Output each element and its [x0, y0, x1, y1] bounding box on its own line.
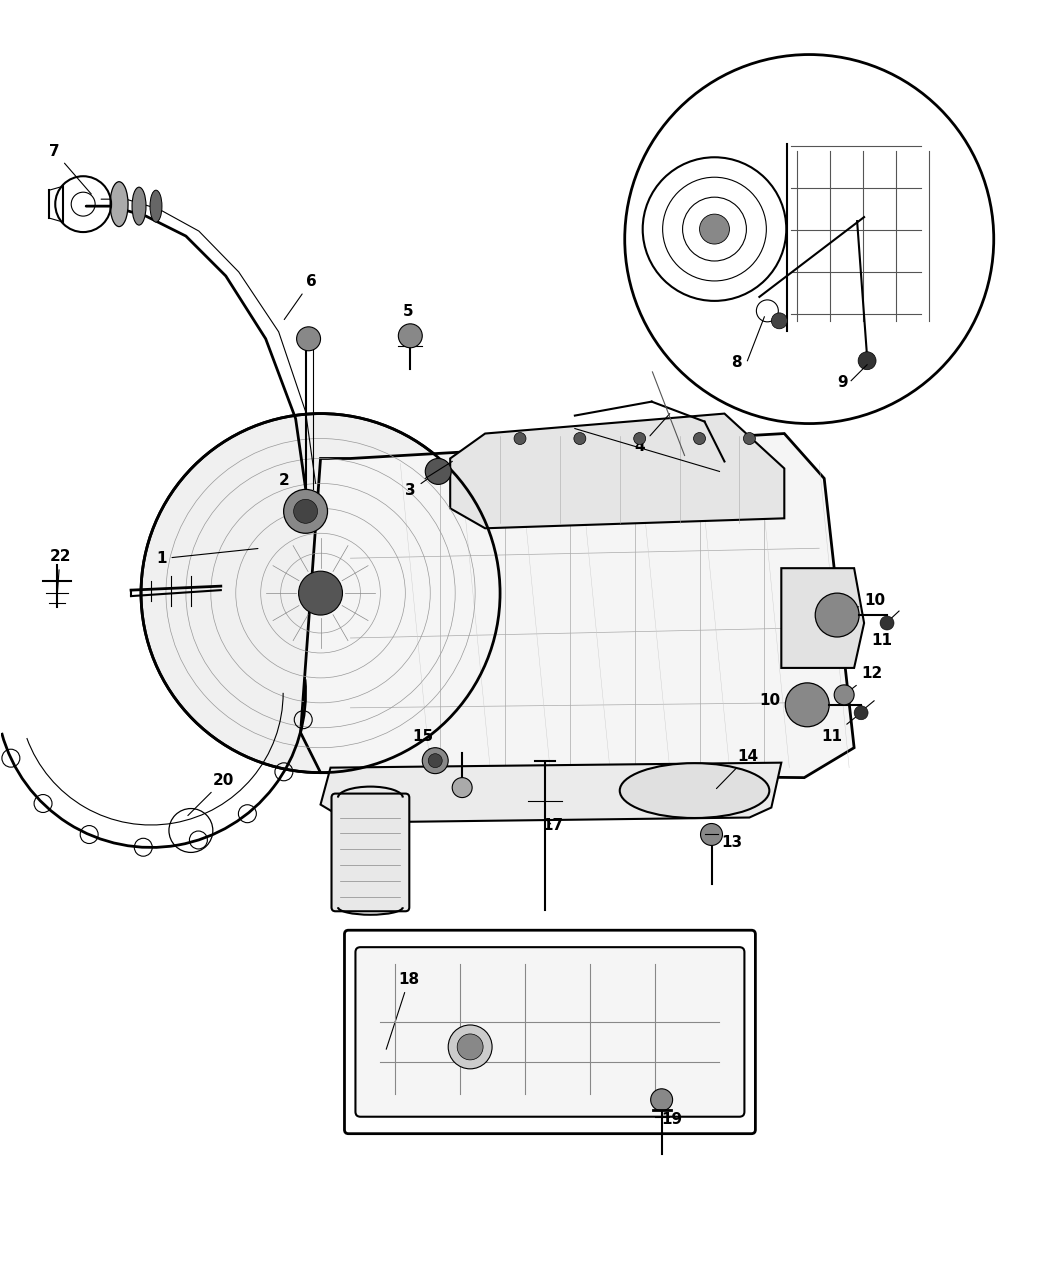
Circle shape: [299, 572, 343, 615]
Circle shape: [634, 433, 646, 444]
Text: 10: 10: [839, 593, 886, 614]
Circle shape: [854, 705, 868, 719]
Circle shape: [785, 682, 829, 727]
Text: 18: 18: [387, 973, 419, 1049]
Text: 19: 19: [661, 1106, 682, 1127]
Circle shape: [815, 593, 859, 636]
Circle shape: [141, 414, 500, 773]
Text: 16: 16: [332, 845, 368, 861]
Ellipse shape: [150, 190, 162, 222]
Ellipse shape: [619, 763, 769, 819]
Ellipse shape: [132, 187, 146, 225]
Text: 11: 11: [871, 626, 892, 648]
Text: 6: 6: [284, 274, 316, 320]
Text: 17: 17: [542, 819, 563, 834]
Circle shape: [743, 433, 756, 444]
FancyBboxPatch shape: [331, 793, 410, 911]
Circle shape: [880, 616, 894, 630]
Circle shape: [771, 313, 787, 328]
Text: 1: 1: [156, 549, 258, 566]
Text: 7: 7: [49, 144, 91, 193]
Circle shape: [625, 55, 994, 424]
Polygon shape: [321, 763, 782, 822]
Circle shape: [514, 433, 526, 444]
Text: 3: 3: [406, 474, 436, 498]
Circle shape: [284, 489, 328, 533]
Circle shape: [457, 1034, 483, 1060]
Text: 12: 12: [847, 666, 882, 693]
Circle shape: [429, 754, 442, 768]
Circle shape: [694, 433, 705, 444]
Text: 13: 13: [714, 835, 743, 850]
Circle shape: [858, 351, 876, 369]
Circle shape: [834, 685, 854, 705]
Circle shape: [452, 778, 473, 798]
Text: 20: 20: [188, 773, 234, 816]
Circle shape: [574, 433, 586, 444]
Polygon shape: [451, 414, 784, 528]
Circle shape: [700, 824, 722, 845]
Circle shape: [651, 1088, 673, 1111]
Circle shape: [297, 327, 321, 351]
FancyBboxPatch shape: [355, 947, 744, 1116]
Circle shape: [422, 747, 449, 774]
Circle shape: [398, 323, 422, 348]
Text: 8: 8: [732, 355, 742, 369]
Text: 15: 15: [412, 728, 434, 759]
Text: 22: 22: [49, 549, 71, 592]
Polygon shape: [301, 434, 854, 778]
Text: 2: 2: [279, 474, 304, 509]
Text: 11: 11: [822, 714, 859, 743]
Text: 9: 9: [837, 374, 848, 390]
Text: 4: 4: [635, 414, 670, 454]
Text: 5: 5: [402, 304, 413, 334]
Text: 14: 14: [717, 749, 759, 788]
Polygon shape: [782, 568, 865, 668]
Circle shape: [699, 214, 729, 244]
Ellipse shape: [110, 182, 128, 227]
Circle shape: [293, 499, 318, 523]
Circle shape: [449, 1025, 493, 1069]
Circle shape: [425, 458, 452, 485]
Text: 10: 10: [760, 693, 805, 708]
